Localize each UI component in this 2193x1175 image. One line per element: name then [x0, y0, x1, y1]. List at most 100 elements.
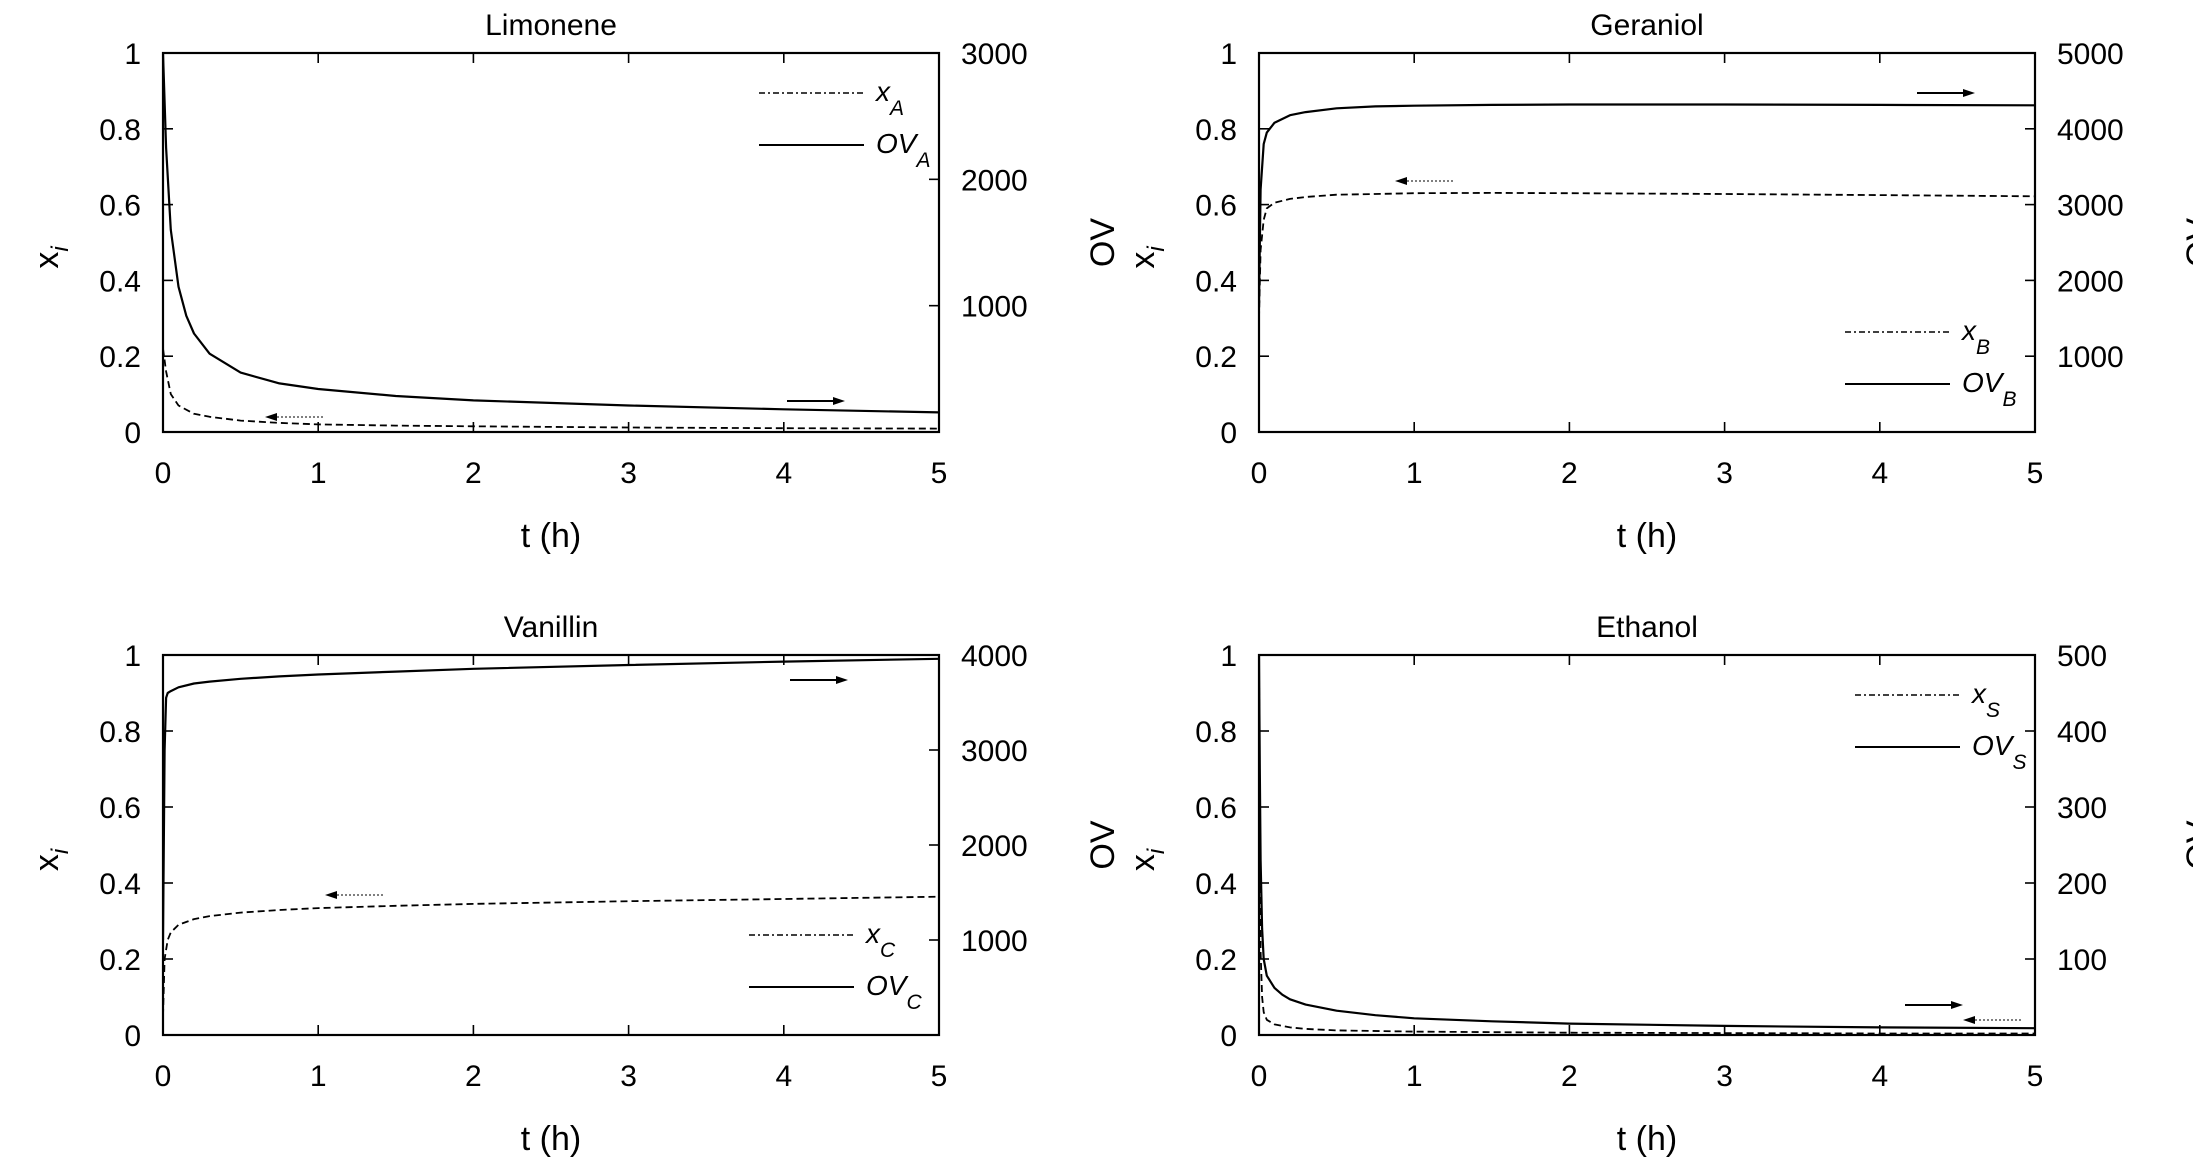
chart-panel-geraniol: Geraniol 0 1 2 3 4 5 0 0.2 0.4 0.6 0.8 1 1000 2000 3000…	[1124, 9, 2193, 555]
y2-axis-label: OV	[1084, 218, 1122, 267]
x-tick-label: 0	[155, 457, 172, 490]
y2-tick-label: 3000	[961, 735, 1028, 768]
y2-tick-label: 1000	[2057, 341, 2124, 374]
plot-frame	[1257, 653, 2037, 1037]
legend-label: xA	[874, 76, 904, 120]
arrow-left-icon	[325, 891, 383, 899]
chart-panel-ethanol: Ethanol 0 1 2 3 4 5 0 0.2 0.4 0.6 0.8 1 100 200 300 400 5…	[1124, 611, 2193, 1158]
legend-label: xC	[864, 918, 896, 962]
chart-panel-limonene: Limonene 0 1 2 3 4 5 0 0.2 0.4 0.6 0.8 1 1000 2000 3000…	[28, 9, 1122, 555]
plot-frame	[1257, 51, 2037, 434]
y-tick-label: 1	[1220, 640, 1237, 673]
y-tick-label: 0.4	[1195, 868, 1237, 901]
legend-label: OVC	[866, 970, 922, 1014]
y2-tick-label: 1000	[961, 291, 1028, 324]
y-tick-label: 1	[1220, 38, 1237, 71]
y2-axis-label: OV	[1084, 820, 1122, 869]
y2-tick-label: 3000	[2057, 190, 2124, 223]
y2-tick-label: 300	[2057, 792, 2107, 825]
legend-item-x-b: xB	[1845, 315, 1990, 359]
y-axis-label: xi	[1124, 848, 1170, 871]
y-tick-label: 0.2	[1195, 944, 1237, 977]
plot-frame	[161, 653, 941, 1037]
y-axis-label: xi	[28, 246, 74, 269]
y-tick-label: 0	[124, 1020, 141, 1053]
series-line-ov-a	[163, 53, 939, 414]
series-line-x-s	[1259, 655, 2035, 1035]
legend-item-ov-c: OVC	[749, 970, 922, 1014]
y2-tick-label: 100	[2057, 944, 2107, 977]
y-tick-label: 0.2	[1195, 341, 1237, 374]
y-tick-label: 0	[124, 417, 141, 450]
x-axis-label: t (h)	[521, 1120, 581, 1158]
y-tick-label: 1	[124, 640, 141, 673]
arrow-right-icon	[787, 397, 845, 405]
x-axis-label: t (h)	[521, 517, 581, 555]
y-tick-label: 0.6	[99, 190, 141, 223]
y-tick-label: 0.8	[99, 114, 141, 147]
arrow-right-icon	[790, 676, 848, 684]
y-tick-label: 0.6	[99, 792, 141, 825]
y2-axis-label: OV	[2180, 820, 2193, 869]
legend-label: OVB	[1962, 367, 2016, 411]
y-tick-label: 0.6	[1195, 190, 1237, 223]
legend-item-x-c: xC	[749, 918, 896, 962]
plot-frame	[161, 51, 941, 434]
y-axis-label: xi	[1124, 246, 1170, 269]
y2-axis-label: OV	[2180, 218, 2193, 267]
series-line-ov-b	[1259, 103, 2035, 304]
x-tick-label: 0	[155, 1060, 172, 1093]
y-tick-label: 0	[1220, 1020, 1237, 1053]
x-tick-label: 1	[310, 457, 327, 490]
x-tick-label: 5	[931, 457, 948, 490]
arrow-left-icon	[1395, 177, 1453, 185]
series-line-ov-s	[1259, 655, 2035, 1030]
y2-tick-label: 400	[2057, 716, 2107, 749]
y-tick-label: 0.4	[99, 265, 141, 298]
y2-tick-label: 200	[2057, 868, 2107, 901]
y-tick-label: 0.4	[1195, 265, 1237, 298]
legend-item-x-s: xS	[1855, 678, 2000, 722]
y-tick-label: 1	[124, 38, 141, 71]
y-tick-label: 0.8	[1195, 114, 1237, 147]
y-tick-label: 0.2	[99, 944, 141, 977]
y2-tick-label: 4000	[2057, 114, 2124, 147]
legend-label: OVA	[876, 128, 930, 172]
legend-label: OVS	[1972, 730, 2026, 774]
arrow-right-icon	[1917, 89, 1975, 97]
y2-tick-label: 1000	[961, 925, 1028, 958]
legend-item-ov-a: OVA	[759, 128, 930, 172]
chart-title: Ethanol	[1596, 611, 1698, 644]
y2-tick-label: 2000	[961, 830, 1028, 863]
x-tick-label: 0	[1251, 1060, 1268, 1093]
legend-label: xS	[1970, 678, 2000, 722]
y2-tick-label: 2000	[2057, 265, 2124, 298]
y-tick-label: 0.6	[1195, 792, 1237, 825]
x-tick-label: 3	[620, 1060, 637, 1093]
chart-title: Limonene	[485, 9, 617, 42]
y2-tick-label: 2000	[961, 164, 1028, 197]
arrow-right-icon	[1905, 1001, 1963, 1009]
y2-tick-label: 4000	[961, 640, 1028, 673]
x-tick-label: 5	[931, 1060, 948, 1093]
chart-title: Vanillin	[504, 611, 599, 644]
x-tick-label: 3	[620, 457, 637, 490]
y-tick-label: 0.8	[1195, 716, 1237, 749]
x-tick-label: 4	[775, 1060, 792, 1093]
chart-title: Geraniol	[1590, 9, 1703, 42]
series-line-ov-c	[163, 657, 939, 941]
legend-label: xB	[1960, 315, 1990, 359]
legend-item-ov-b: OVB	[1845, 367, 2016, 411]
x-tick-label: 4	[775, 457, 792, 490]
x-tick-label: 4	[1871, 457, 1888, 490]
x-tick-label: 2	[465, 1060, 482, 1093]
x-tick-label: 4	[1871, 1060, 1888, 1093]
arrow-left-icon	[265, 413, 323, 421]
x-tick-label: 5	[2027, 457, 2044, 490]
x-tick-label: 1	[1406, 1060, 1423, 1093]
y2-tick-label: 500	[2057, 640, 2107, 673]
x-tick-label: 3	[1716, 1060, 1733, 1093]
series-line-x-a	[163, 348, 939, 430]
y2-tick-label: 5000	[2057, 38, 2124, 71]
